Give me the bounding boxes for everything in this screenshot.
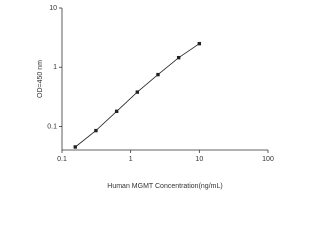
data-point bbox=[197, 41, 202, 46]
data-point bbox=[176, 55, 181, 60]
x-tick-label: 1 bbox=[129, 156, 133, 163]
y-tick-label: 0.1 bbox=[47, 123, 57, 130]
y-axis-label: OD=450 nm bbox=[37, 60, 44, 98]
series-line bbox=[75, 43, 200, 148]
x-tick-label: 100 bbox=[262, 156, 274, 163]
data-point bbox=[135, 90, 140, 94]
data-point bbox=[156, 72, 160, 77]
x-axis-label: Human MGMT Concentration(ng/mL) bbox=[107, 183, 222, 190]
y-tick-label: 10 bbox=[49, 5, 57, 12]
data-point bbox=[73, 145, 77, 149]
data-point bbox=[94, 128, 98, 133]
x-tick-label: 10 bbox=[195, 156, 203, 163]
x-tick-label: 0.1 bbox=[57, 156, 67, 163]
data-point bbox=[114, 109, 119, 114]
y-tick-label: 1 bbox=[53, 64, 57, 71]
chart: Human MGMT Concentration(ng/mL) OD=450 n… bbox=[37, 5, 274, 190]
